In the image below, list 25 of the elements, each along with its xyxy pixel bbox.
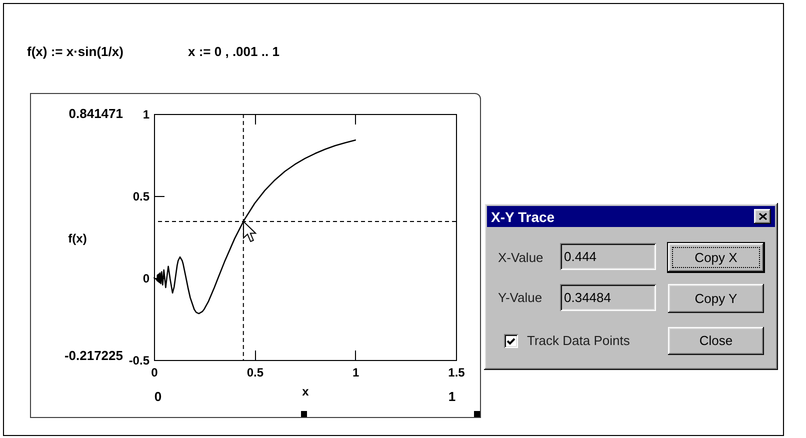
- y-tick-label: 1: [142, 108, 150, 122]
- y-tick-label: 0: [142, 272, 150, 286]
- chart-title: f(x) := x·sin(1/x): [27, 44, 124, 60]
- y-axis-title: f(x): [68, 232, 87, 246]
- text: 0: [154, 389, 162, 405]
- text: Track Data Points: [527, 333, 630, 349]
- text: 0.841471: [68, 106, 123, 122]
- button: Close: [668, 327, 764, 355]
- text: X-Y Trace: [491, 209, 555, 225]
- x-tick-label: 1.5: [448, 366, 466, 380]
- button: Copy Y: [668, 284, 764, 313]
- text-field: 0.34484: [560, 284, 656, 311]
- y-tick-label: 0.5: [132, 190, 150, 204]
- x-axis-title: x: [302, 384, 310, 398]
- text-field: 0.444: [560, 243, 656, 270]
- button: Copy X: [668, 243, 764, 272]
- x-tick-label: 0: [151, 366, 158, 380]
- text: -0.217225: [64, 348, 123, 364]
- y-tick-label: -0.5: [128, 354, 150, 368]
- x-tick-label: 0.5: [246, 366, 264, 380]
- x-tick-label: 1: [352, 366, 360, 380]
- text: 1: [448, 389, 456, 405]
- chart-subtitle: x := 0 , .001 .. 1: [188, 44, 280, 60]
- text: X-Value: [498, 250, 544, 266]
- text: Y-Value: [498, 290, 542, 306]
